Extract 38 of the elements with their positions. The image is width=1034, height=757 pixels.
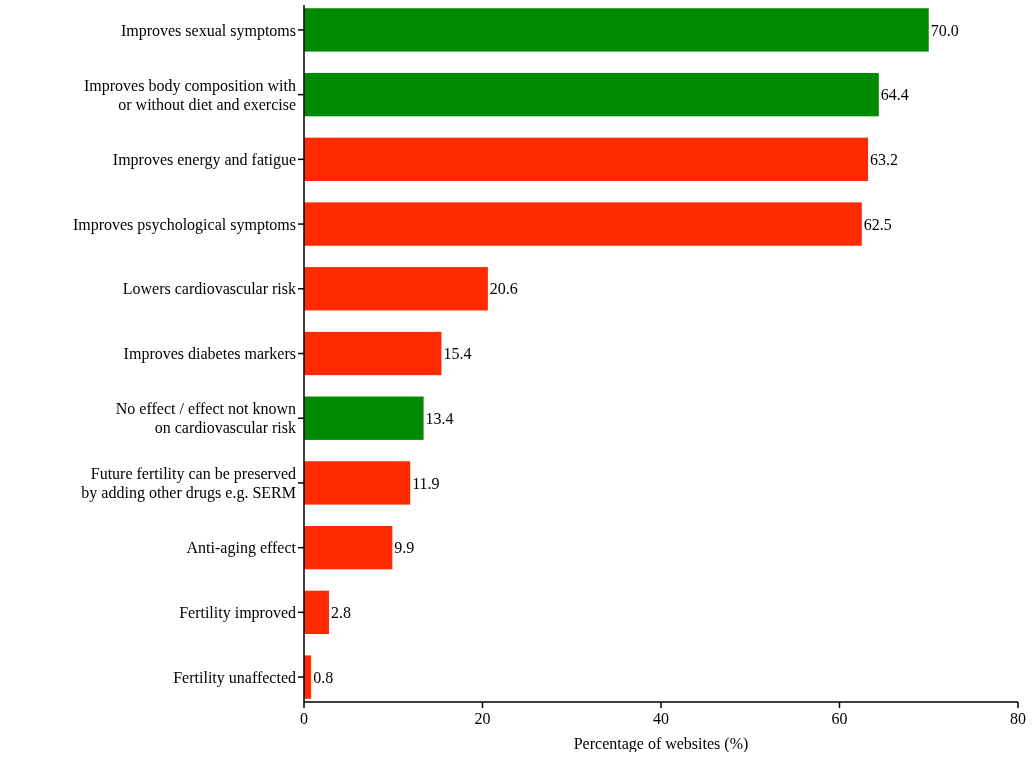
x-tick-label: 40	[653, 710, 669, 727]
bar	[304, 8, 929, 52]
bar	[304, 72, 879, 117]
data-label: 2.8	[330, 603, 351, 621]
data-label: 20.6	[489, 280, 518, 298]
bar	[304, 137, 869, 182]
x-axis-title: Percentage of websites (%)	[573, 735, 749, 753]
x-tick-label: 20	[474, 710, 491, 727]
data-label: 62.5	[863, 215, 892, 233]
y-tick-label: Future fertility can be preserved by adding other drugs e.g. SERM	[81, 464, 296, 503]
y-tick-label: Anti-aging effect	[186, 539, 297, 558]
data-label: 64.4	[880, 86, 909, 104]
data-label: 11.9	[412, 474, 440, 492]
bar	[304, 396, 424, 440]
y-tick-label: Improves diabetes markers	[123, 345, 296, 364]
bar	[304, 267, 488, 311]
data-label: 9.9	[394, 539, 415, 557]
y-tick-label: No effect / effect not known on cardiovascular risk	[115, 400, 296, 437]
y-tick-label: Improves psychological symptoms	[72, 215, 296, 234]
y-tick-label: Improves energy and fatigue	[112, 150, 296, 169]
bar	[304, 525, 393, 570]
y-tick-label: Fertility improved	[179, 603, 296, 622]
bar	[304, 202, 862, 246]
y-tick-label: Lowers cardiovascular risk	[122, 280, 296, 298]
bar	[304, 461, 411, 505]
data-label: 13.4	[425, 409, 454, 427]
bar	[304, 331, 442, 376]
bar	[304, 590, 329, 635]
x-tick-label: 60	[831, 710, 848, 727]
data-label: 0.8	[313, 668, 334, 686]
x-tick-label: 0	[300, 710, 308, 727]
data-label: 70.0	[930, 21, 959, 39]
data-label: 15.4	[443, 345, 472, 363]
x-tick-label: 80	[1010, 710, 1026, 727]
y-tick-label: Improves body composition with or without diet and exercise	[84, 76, 296, 113]
y-tick-label: Improves sexual symptoms	[120, 21, 296, 40]
y-tick-label: Fertility unaffected	[173, 668, 296, 687]
data-label: 63.2	[870, 150, 899, 168]
